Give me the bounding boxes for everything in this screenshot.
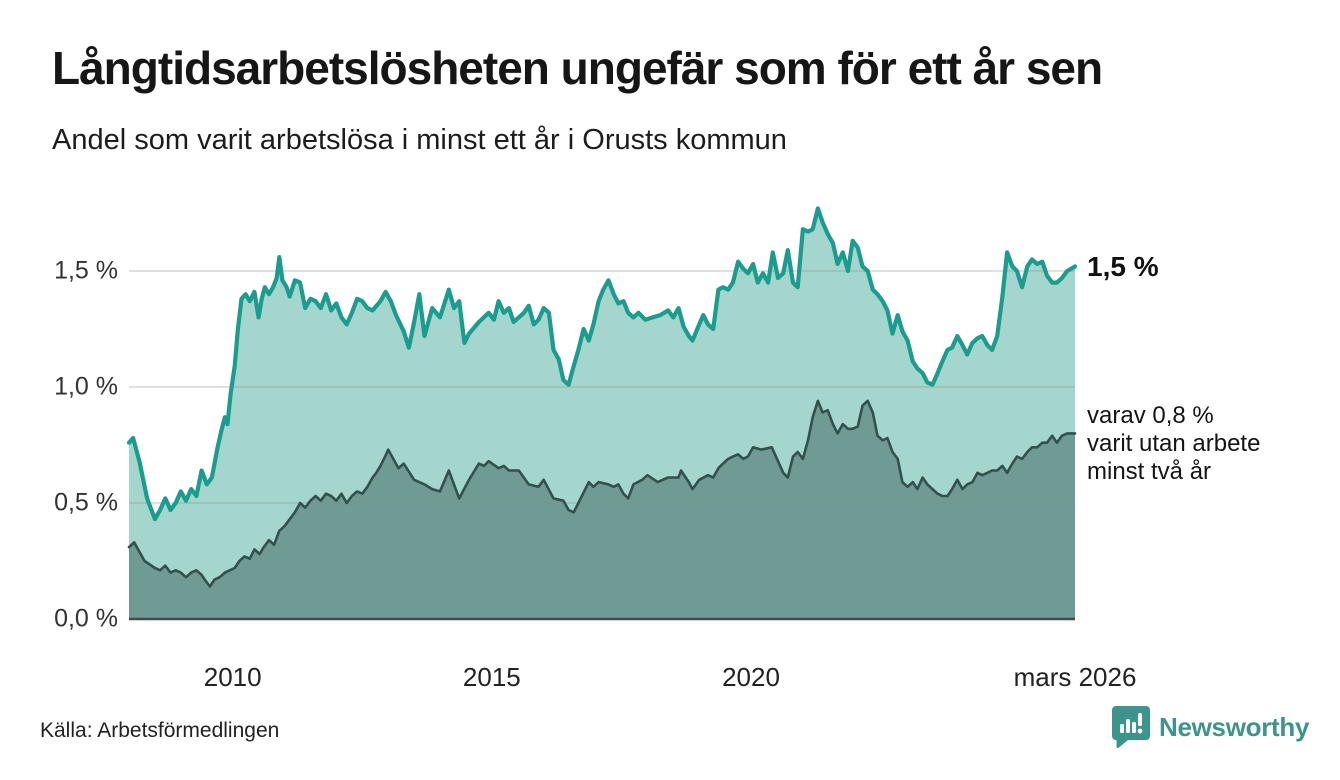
- secondary-label-line-3: minst två år: [1087, 458, 1212, 485]
- source-attribution: Källa: Arbetsförmedlingen: [40, 719, 280, 742]
- y-tick-label: 1,0 %: [54, 372, 118, 401]
- newsworthy-wordmark: Newsworthy: [1159, 711, 1310, 742]
- area-fill-one-year: [129, 208, 1075, 619]
- newsworthy-logo[interactable]: Newsworthy: [1112, 706, 1309, 748]
- x-tick-label: 2010: [203, 662, 262, 692]
- secondary-label-line-2: varit utan arbete: [1087, 430, 1261, 457]
- secondary-series-label: varav 0,8 % varit utan arbete minst två …: [1087, 402, 1260, 486]
- page-subtitle: Andel som varit arbetslösa i minst ett å…: [52, 124, 787, 156]
- bubble-shape: [1112, 706, 1150, 748]
- area-fill-two-years: [129, 400, 1075, 619]
- x-tick-label: 2015: [462, 662, 521, 692]
- secondary-label-line-1: varav 0,8 %: [1087, 402, 1214, 429]
- latest-value-label: 1,5 %: [1087, 251, 1159, 282]
- x-tick-label: 2020: [722, 662, 780, 692]
- line-two-years: [127, 399, 1077, 588]
- y-tick-label: 0,5 %: [54, 488, 118, 517]
- page-title: Långtidsarbetslösheten ungefär som för e…: [52, 42, 1103, 94]
- x-tick-label: mars 2026: [1013, 662, 1137, 692]
- y-tick-label: 0,0 %: [54, 604, 118, 633]
- line-one-year: [126, 206, 1078, 522]
- newsworthy-bubble-chart-icon: [1112, 706, 1150, 748]
- y-tick-label: 1,5 %: [54, 256, 118, 285]
